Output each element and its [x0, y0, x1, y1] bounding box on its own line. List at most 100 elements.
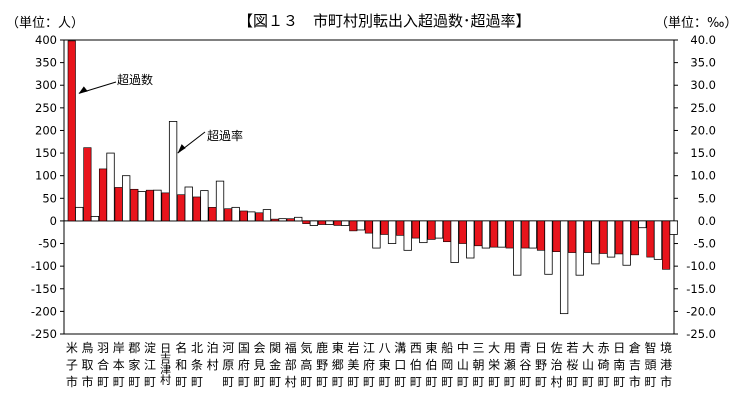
bar-count — [568, 220, 577, 253]
category-label-char: 吉 — [629, 358, 641, 372]
category-label: 日野町 — [535, 341, 547, 389]
bar-count — [599, 220, 608, 254]
category-label: 八東町 — [379, 341, 391, 389]
category-label-char: 町 — [379, 375, 391, 389]
bar-count — [192, 196, 201, 222]
category-label-char: 町 — [316, 375, 328, 389]
right-axis-tick-label: 35.0 — [690, 56, 716, 70]
right-axis-tick-label: 30.0 — [690, 78, 716, 92]
left-axis-unit-label: （単位：人） — [6, 16, 85, 31]
bar-count — [583, 220, 592, 253]
category-label-char: 見 — [254, 358, 266, 372]
category-label-char: 子 — [66, 358, 78, 372]
bar-count — [302, 220, 311, 224]
category-label-char: 津 — [160, 363, 171, 376]
bar-count — [271, 218, 280, 222]
category-label-char: 野 — [316, 358, 328, 372]
right-axis-tick-label: 40.0 — [690, 33, 716, 47]
category-label-char: 瀬 — [504, 358, 516, 372]
category-label-char: 美 — [347, 358, 359, 372]
left-axis-tick-label: 100 — [35, 169, 57, 183]
category-label-char: 町 — [394, 375, 406, 389]
bar-count — [114, 187, 123, 222]
bar-count — [255, 212, 264, 222]
category-label: 鹿野町 — [316, 340, 328, 389]
left-axis-tick-label: -50 — [38, 237, 57, 251]
bar-rate — [653, 220, 663, 260]
category-label-char: 頭 — [645, 358, 657, 372]
category-label-char: 境 — [660, 340, 672, 355]
bar-count — [364, 220, 373, 234]
category-label-char: 町 — [410, 375, 422, 389]
category-label-char: 家 — [128, 357, 140, 372]
category-label: 溝口町 — [394, 341, 406, 389]
category-label-char: 日 — [535, 341, 547, 355]
category-label-char: 取 — [81, 358, 93, 372]
category-label: 西伯町 — [410, 341, 422, 389]
category-label-char: 町 — [598, 375, 610, 389]
category-label: 江府町 — [363, 341, 375, 389]
bar-count — [552, 220, 561, 252]
bar-rate — [481, 220, 491, 249]
bar-count — [67, 40, 76, 222]
bar-rate — [231, 206, 240, 222]
category-label-char: 村 — [285, 375, 297, 389]
category-label-char: 郡 — [128, 341, 140, 355]
category-label: 会見町 — [254, 341, 266, 389]
category-label-char: 町 — [238, 375, 250, 389]
bar-rate — [325, 220, 334, 225]
bar-rate — [559, 220, 569, 315]
category-label-char: 岩 — [347, 340, 359, 355]
category-label: 米子市 — [66, 341, 78, 389]
bar-count — [83, 147, 92, 222]
category-label-char: 町 — [347, 375, 359, 389]
category-label-char: 合 — [97, 357, 109, 372]
category-label: 大山町 — [582, 341, 594, 389]
bar-count — [317, 220, 327, 225]
bar-count — [536, 220, 546, 251]
category-label: 泊村 — [207, 341, 219, 372]
right-axis-tick-label: -20.0 — [686, 304, 716, 318]
bar-count — [490, 220, 499, 248]
right-axis-tick-label: -25.0 — [686, 327, 716, 341]
category-label: 東郷町 — [332, 341, 344, 389]
category-label-char: 河 — [222, 341, 234, 355]
bar-count — [646, 220, 655, 258]
bar-count — [474, 220, 483, 247]
category-label: 青谷町 — [519, 341, 531, 389]
category-label-char: 市 — [81, 374, 93, 389]
bar-rate — [153, 189, 162, 222]
bar-count — [630, 220, 639, 256]
category-label: 若桜町 — [566, 341, 578, 389]
category-label-char: 米 — [66, 341, 78, 355]
bar-rate — [309, 220, 319, 226]
left-axis-tick-label: -150 — [31, 282, 57, 296]
category-label: 岩美町 — [347, 340, 359, 389]
left-axis-tick-label: 0 — [50, 214, 57, 228]
category-label: 河原町 — [222, 341, 234, 389]
bar-rate — [434, 220, 444, 239]
category-label-char: 野 — [535, 358, 547, 372]
left-axis-tick-label: 200 — [35, 123, 57, 137]
category-label: 羽合町 — [97, 341, 109, 389]
right-axis-tick-label: 15.0 — [690, 146, 716, 160]
bar-rate — [215, 180, 225, 222]
category-label-char: 東 — [332, 341, 344, 355]
category-label: 中山町 — [457, 340, 469, 389]
right-axis-tick-label: 25.0 — [690, 101, 716, 115]
bar-rate — [90, 215, 100, 222]
category-label-char: 町 — [363, 375, 375, 389]
bar-count — [130, 188, 139, 222]
category-label-char: 町 — [472, 375, 484, 389]
right-axis-tick-label: -10.0 — [686, 259, 716, 273]
category-label-char: 町 — [97, 375, 109, 389]
category-label-char: 港 — [660, 358, 672, 372]
category-label-char: 町 — [535, 375, 547, 389]
category-label: 関金町 — [269, 341, 281, 389]
category-label-char: 町 — [254, 375, 266, 389]
bar-rate — [247, 211, 256, 222]
bar-rate — [387, 220, 397, 244]
category-label-char: 若 — [566, 341, 578, 355]
right-axis-tick-label: 0.0 — [698, 214, 716, 228]
bar-count — [396, 220, 405, 236]
